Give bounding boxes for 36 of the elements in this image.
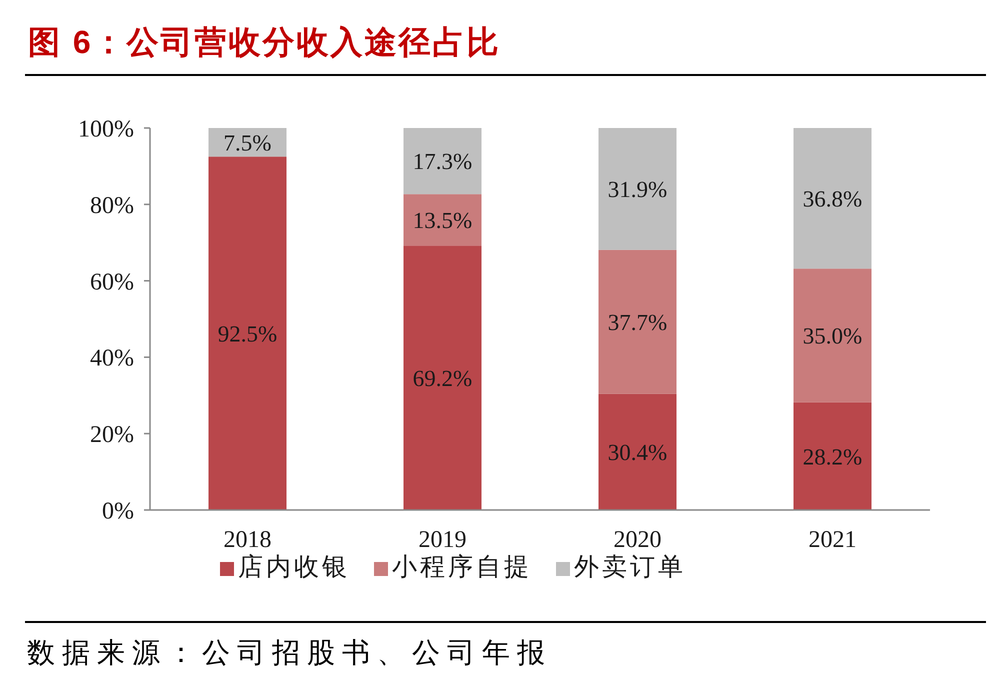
bar xyxy=(598,394,676,510)
bar xyxy=(794,402,872,510)
bar xyxy=(404,128,482,194)
data-label: 35.0% xyxy=(802,324,862,349)
bar xyxy=(404,194,482,246)
data-label: 92.5% xyxy=(218,321,278,346)
bar xyxy=(404,246,482,510)
y-tick-label: 100% xyxy=(78,116,134,143)
data-label: 36.8% xyxy=(802,186,862,212)
data-label: 30.4% xyxy=(608,440,668,466)
chart-title: 图 6：公司营收分收入途径占比 xyxy=(28,24,501,60)
data-label: 17.3% xyxy=(412,149,472,174)
data-label: 7.5% xyxy=(224,130,272,156)
data-label: 31.9% xyxy=(608,177,668,202)
data-label: 13.5% xyxy=(412,208,472,234)
y-tick-label: 0% xyxy=(102,498,134,525)
x-tick-label: 2019 xyxy=(418,527,466,554)
source-note: 数据来源：公司招股书、公司年报 xyxy=(27,638,552,669)
bar xyxy=(794,128,872,269)
data-label: 37.7% xyxy=(608,310,668,336)
bar xyxy=(794,268,872,402)
y-tick-label: 20% xyxy=(90,422,134,448)
legend-label: 小程序自提 xyxy=(392,554,532,581)
bar xyxy=(598,250,676,394)
bar xyxy=(208,156,286,510)
y-tick-label: 80% xyxy=(90,192,134,219)
x-tick-label: 2021 xyxy=(808,527,856,554)
legend-label: 店内收银 xyxy=(238,554,350,581)
data-label: 28.2% xyxy=(802,444,862,470)
y-tick-label: 40% xyxy=(90,346,134,372)
bar xyxy=(598,128,676,250)
x-tick-label: 2020 xyxy=(614,527,662,554)
y-tick-label: 60% xyxy=(90,269,134,296)
legend-label: 外卖订单 xyxy=(574,554,686,581)
x-tick-label: 2018 xyxy=(224,527,272,554)
data-label: 69.2% xyxy=(412,366,472,391)
